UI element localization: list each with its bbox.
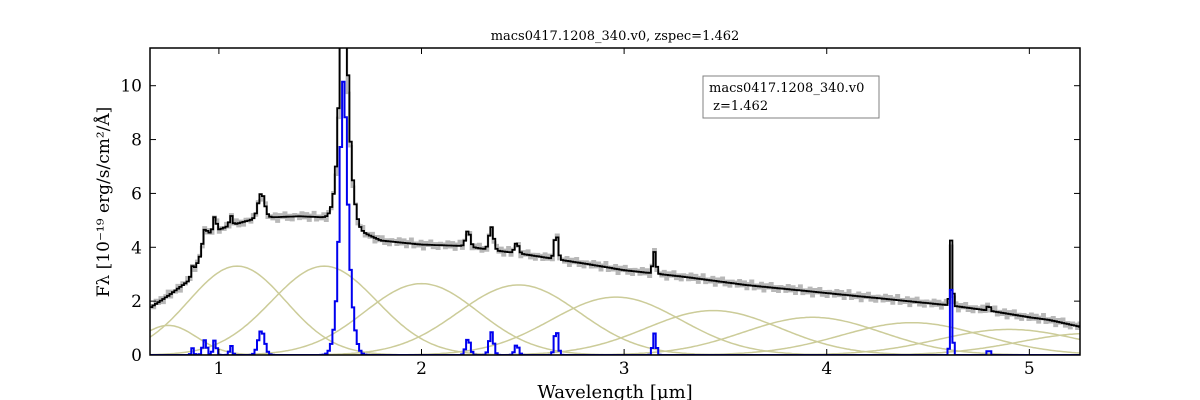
chart-title: macs0417.1208_340.v0, zspec=1.462 bbox=[491, 29, 740, 44]
legend-line-1: macs0417.1208_340.v0 bbox=[709, 81, 864, 96]
template-curve-6 bbox=[150, 296, 1080, 355]
plot-frame bbox=[149, 47, 1081, 356]
x-tick-label: 4 bbox=[821, 359, 832, 379]
model-spectrum-layer bbox=[150, 48, 1080, 328]
y-tick-label: 4 bbox=[131, 238, 142, 258]
x-tick-label: 3 bbox=[619, 359, 630, 379]
y-axis-ticks: 0 2 4 6 8 10 bbox=[120, 77, 1080, 366]
x-tick-label: 1 bbox=[213, 359, 224, 379]
model-spectrum bbox=[150, 48, 1080, 328]
x-axis-label: Wavelength [μm] bbox=[537, 382, 692, 400]
template-curve-10 bbox=[150, 328, 1080, 355]
x-tick-label: 5 bbox=[1024, 359, 1035, 379]
legend-box: macs0417.1208_340.v0 z=1.462 bbox=[702, 75, 880, 119]
template-curve-4 bbox=[150, 282, 1080, 355]
template-curve-3 bbox=[150, 265, 1080, 355]
observed-spectrum-layer bbox=[150, 48, 1080, 331]
template-curve-8 bbox=[150, 316, 1080, 355]
template-curve-5 bbox=[150, 284, 1080, 355]
y-axis-label: Fλ [10⁻¹⁹ erg/s/cm²/Å] bbox=[93, 107, 114, 298]
y-tick-label: 2 bbox=[131, 292, 142, 312]
x-axis-ticks: 1 2 3 4 5 bbox=[213, 48, 1035, 379]
y-tick-label: 8 bbox=[131, 131, 142, 151]
template-curves bbox=[150, 265, 1080, 355]
y-tick-label: 6 bbox=[131, 184, 142, 204]
x-tick-label: 2 bbox=[416, 359, 427, 379]
y-tick-label: 10 bbox=[120, 77, 142, 97]
template-curve-9 bbox=[150, 321, 1080, 355]
y-tick-label: 0 bbox=[131, 346, 142, 366]
legend-line-2: z=1.462 bbox=[709, 99, 768, 114]
template-curve-11 bbox=[150, 332, 1080, 355]
observed-spectrum bbox=[150, 48, 1080, 331]
template-curve-2 bbox=[150, 265, 1080, 355]
